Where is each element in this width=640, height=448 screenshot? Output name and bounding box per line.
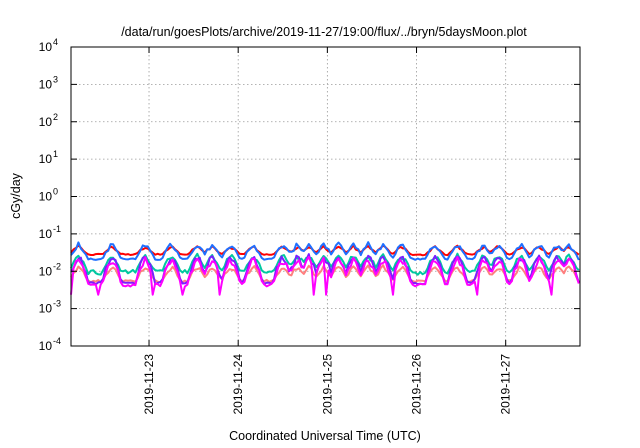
- y-axis-label: cGy/day: [9, 172, 23, 219]
- y-tick-exponent: -1: [53, 224, 61, 234]
- y-tick-label: 10: [39, 339, 53, 353]
- series-group: [70, 241, 580, 296]
- chart-title: /data/run/goesPlots/archive/2019-11-27/1…: [121, 25, 527, 39]
- y-tick-label: 10: [39, 77, 53, 91]
- y-tick-label: 10: [39, 190, 53, 204]
- series-line-3: [70, 252, 580, 276]
- y-tick-exponent: -4: [53, 336, 61, 346]
- y-tick-label: 10: [39, 264, 53, 278]
- x-tick-label: 2019-11-26: [410, 354, 424, 415]
- x-tick-label: 2019-11-27: [499, 354, 513, 415]
- x-tick-label: 2019-11-24: [231, 354, 245, 415]
- y-tick-label: 10: [39, 227, 53, 241]
- x-tick-label: 2019-11-23: [142, 354, 156, 415]
- y-tick-exponent: 4: [53, 37, 58, 47]
- y-tick-label: 10: [39, 302, 53, 316]
- x-axis: 2019-11-23 2019-11-24 2019-11-25 2019-11-26…: [142, 47, 513, 415]
- y-tick-exponent: 3: [53, 74, 58, 84]
- y-tick-label: 10: [39, 40, 53, 54]
- x-axis-label: Coordinated Universal Time (UTC): [229, 429, 421, 443]
- y-tick-exponent: 2: [53, 112, 58, 122]
- series-line-2: [70, 241, 580, 261]
- y-tick-exponent: 1: [53, 149, 58, 159]
- y-tick-exponent: -3: [53, 299, 61, 309]
- x-tick-label: 2019-11-25: [320, 354, 334, 415]
- y-tick-exponent: -2: [53, 261, 61, 271]
- y-tick-label: 10: [39, 115, 53, 129]
- y-tick-exponent: 0: [53, 187, 58, 197]
- y-tick-label: 10: [39, 152, 53, 166]
- grid: [71, 47, 580, 346]
- series-line-6: [70, 255, 580, 296]
